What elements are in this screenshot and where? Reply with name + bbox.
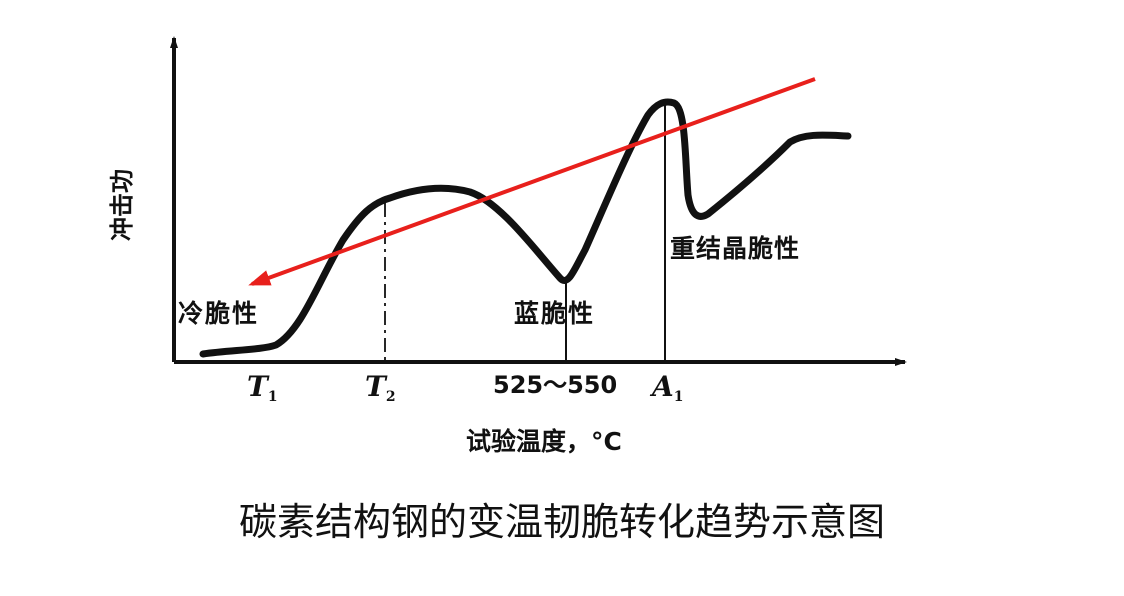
- tick-a1: A1: [649, 370, 683, 405]
- blue-brittleness-label: 蓝脆性: [514, 299, 595, 328]
- tick-t2: T2: [365, 370, 396, 405]
- embrittlement-trend-arrow: [248, 77, 816, 286]
- y-axis-label: 冲击功: [108, 169, 136, 241]
- tick-t1: T1: [247, 370, 278, 405]
- figure-caption: 碳素结构钢的变温韧脆转化趋势示意图: [239, 500, 885, 544]
- x-axis-label: 试验温度，°C: [466, 427, 622, 456]
- impact-energy-curve: [199, 98, 852, 358]
- recrystallization-brittleness-label: 重结晶脆性: [670, 234, 800, 263]
- tick-525-550: 525～550: [493, 371, 617, 399]
- cold-brittleness-label: 冷脆性: [178, 299, 259, 328]
